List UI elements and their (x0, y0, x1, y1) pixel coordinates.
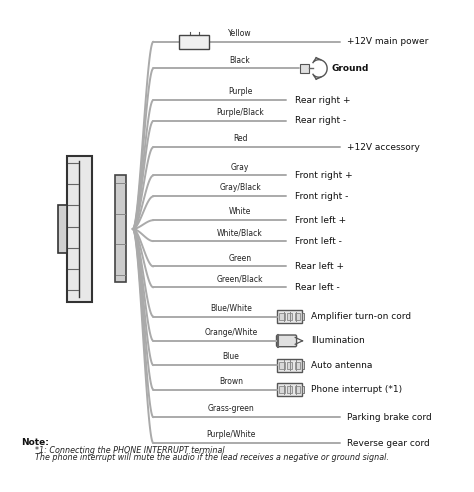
Text: Ground: Ground (331, 64, 369, 73)
Text: Front right +: Front right + (295, 171, 352, 180)
FancyBboxPatch shape (295, 362, 301, 369)
Text: Rear right +: Rear right + (295, 95, 350, 105)
Text: 15A: 15A (188, 39, 201, 44)
FancyBboxPatch shape (295, 313, 301, 320)
Text: Note:: Note: (21, 438, 49, 447)
Text: Auto antenna: Auto antenna (311, 361, 372, 369)
FancyBboxPatch shape (277, 310, 302, 323)
Text: Black: Black (229, 56, 250, 64)
Text: Green: Green (228, 253, 252, 263)
Text: Green/Black: Green/Black (217, 275, 263, 283)
Text: Blue: Blue (222, 352, 239, 361)
Text: Amplifier turn-on cord: Amplifier turn-on cord (311, 312, 411, 321)
FancyBboxPatch shape (276, 335, 297, 347)
Text: Rear left -: Rear left - (295, 283, 339, 292)
Text: Gray: Gray (231, 162, 249, 172)
FancyBboxPatch shape (300, 63, 310, 73)
Text: White/Black: White/Black (217, 228, 263, 237)
Text: +12V accessory: +12V accessory (347, 143, 420, 152)
Text: Front left -: Front left - (295, 237, 342, 246)
Text: Purple/Black: Purple/Black (216, 108, 264, 117)
Text: The phone interrupt will mute the audio if the lead receives a negative or groun: The phone interrupt will mute the audio … (35, 454, 389, 462)
Text: *1: Connecting the PHONE INTERRUPT terminal: *1: Connecting the PHONE INTERRUPT termi… (35, 446, 224, 455)
FancyBboxPatch shape (295, 386, 301, 393)
FancyBboxPatch shape (179, 35, 210, 49)
FancyBboxPatch shape (301, 361, 304, 369)
Text: Rear left +: Rear left + (295, 262, 344, 271)
FancyBboxPatch shape (301, 386, 304, 394)
Text: Front right -: Front right - (295, 192, 348, 201)
FancyBboxPatch shape (301, 312, 304, 320)
Text: Grass-green: Grass-green (208, 404, 254, 413)
Text: +12V main power: +12V main power (347, 37, 428, 46)
Text: Brown: Brown (219, 376, 243, 386)
Text: Phone interrupt (*1): Phone interrupt (*1) (311, 385, 402, 394)
Text: Illumination: Illumination (311, 337, 365, 345)
Text: Red: Red (233, 134, 247, 143)
FancyBboxPatch shape (279, 386, 284, 393)
Text: Reverse gear cord: Reverse gear cord (347, 438, 430, 448)
FancyBboxPatch shape (67, 156, 92, 302)
FancyBboxPatch shape (287, 362, 292, 369)
Text: Yellow: Yellow (228, 29, 252, 38)
Text: Purple/White: Purple/White (206, 430, 255, 439)
FancyBboxPatch shape (58, 205, 67, 253)
Text: Front left +: Front left + (295, 215, 346, 225)
Text: Parking brake cord: Parking brake cord (347, 413, 432, 422)
Text: Rear right -: Rear right - (295, 117, 346, 125)
FancyBboxPatch shape (279, 313, 284, 320)
Text: Orange/White: Orange/White (204, 328, 257, 337)
FancyBboxPatch shape (115, 176, 126, 282)
FancyBboxPatch shape (277, 383, 302, 396)
Text: Blue/White: Blue/White (210, 304, 252, 312)
FancyBboxPatch shape (279, 362, 284, 369)
Text: Gray/Black: Gray/Black (219, 184, 261, 192)
FancyBboxPatch shape (287, 386, 292, 393)
FancyBboxPatch shape (287, 313, 292, 320)
Text: Purple: Purple (228, 87, 252, 96)
Text: White: White (229, 207, 251, 216)
FancyBboxPatch shape (277, 359, 302, 371)
